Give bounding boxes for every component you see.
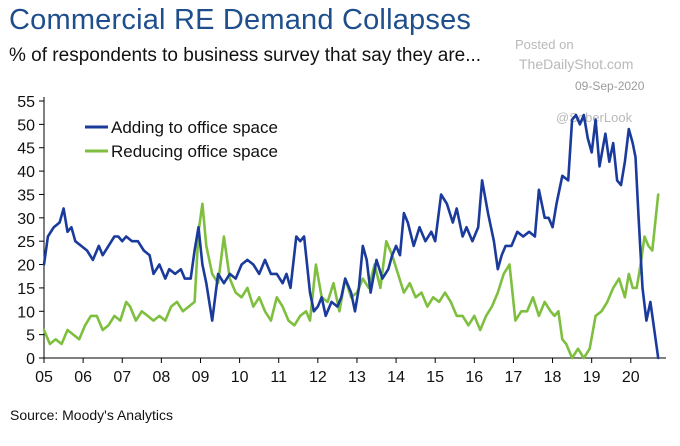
x-tick-label: 14 <box>387 369 405 386</box>
x-tick-label: 12 <box>309 369 327 386</box>
x-tick-label: 15 <box>426 369 444 386</box>
y-tick-label: 35 <box>17 187 35 204</box>
y-tick-label: 55 <box>17 94 35 111</box>
x-tick-label: 07 <box>113 369 131 386</box>
watermark-date: 09-Sep-2020 <box>575 79 645 93</box>
y-tick-label: 25 <box>17 234 35 251</box>
x-tick-label: 05 <box>35 369 53 386</box>
x-tick-label: 17 <box>505 369 523 386</box>
x-tick-label: 06 <box>74 369 92 386</box>
source-note: Source: Moody's Analytics <box>10 407 173 423</box>
x-tick-label: 19 <box>583 369 601 386</box>
series-line-adding <box>42 113 660 360</box>
legend-label-reducing: Reducing office space <box>111 142 278 161</box>
y-tick-label: 45 <box>17 141 35 158</box>
watermark-posted: Posted on <box>515 37 574 52</box>
x-tick-label: 09 <box>192 369 210 386</box>
x-tick-label: 10 <box>231 369 249 386</box>
x-tick-label: 11 <box>270 369 287 386</box>
watermark-credit: @SoberLook <box>556 110 633 125</box>
y-axis: 0 5 10 15 20 25 30 35 40 45 50 55 <box>17 94 45 368</box>
chart-title: Commercial RE Demand Collapses <box>9 4 472 36</box>
x-tick-label: 13 <box>348 369 366 386</box>
x-tick-label: 08 <box>152 369 170 386</box>
legend: Adding to office space Reducing office sp… <box>85 118 278 161</box>
x-tick-label: 16 <box>465 369 483 386</box>
y-tick-label: 15 <box>17 281 35 298</box>
chart-subtitle: % of respondents to business survey that… <box>9 45 482 66</box>
x-axis: 05 06 07 08 09 10 11 12 13 14 15 16 17 18 19 20 <box>35 357 666 386</box>
y-tick-label: 40 <box>17 164 35 181</box>
y-tick-label: 5 <box>26 328 35 345</box>
series-line-reducing <box>42 193 660 360</box>
series-layer <box>42 113 660 360</box>
legend-label-adding: Adding to office space <box>111 118 278 137</box>
y-tick-label: 30 <box>17 211 35 228</box>
x-tick-label: 18 <box>544 369 562 386</box>
watermark-site: TheDailyShot.com <box>519 56 634 72</box>
y-tick-label: 20 <box>17 258 35 275</box>
x-tick-label: 20 <box>622 369 640 386</box>
y-tick-label: 50 <box>17 117 35 134</box>
y-tick-label: 10 <box>17 304 35 321</box>
y-tick-label: 0 <box>26 351 35 368</box>
